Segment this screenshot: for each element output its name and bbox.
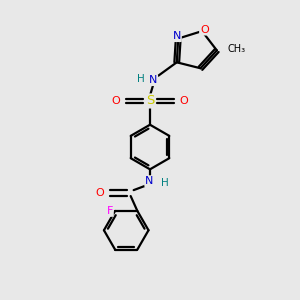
Text: CH₃: CH₃ — [227, 44, 245, 54]
Text: O: O — [200, 25, 209, 34]
Text: H: H — [161, 178, 169, 188]
Text: F: F — [106, 206, 113, 216]
Text: O: O — [111, 96, 120, 106]
Text: O: O — [96, 188, 104, 198]
Text: N: N — [149, 75, 157, 85]
Text: O: O — [180, 96, 189, 106]
Text: S: S — [146, 94, 154, 107]
Text: N: N — [172, 31, 181, 41]
Text: H: H — [137, 74, 145, 84]
Text: N: N — [145, 176, 154, 186]
